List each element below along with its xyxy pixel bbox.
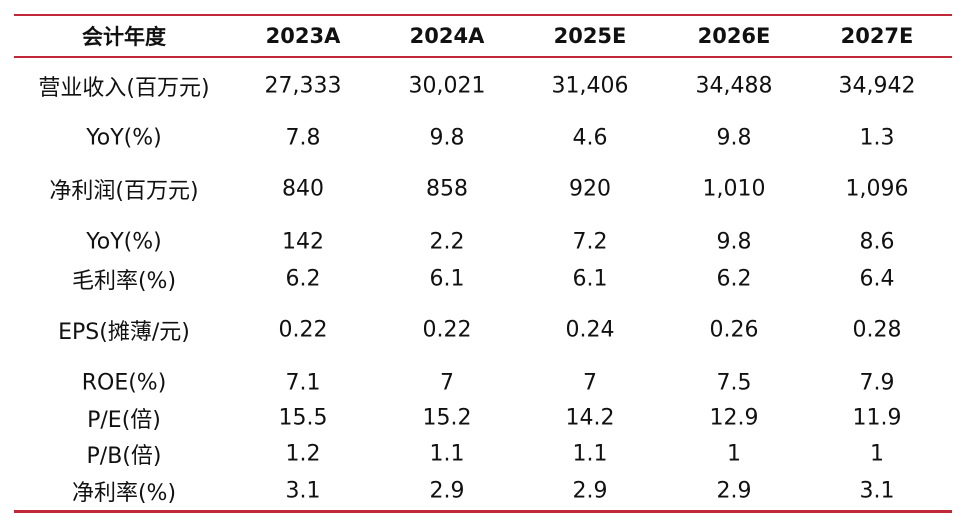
table-cell: 1.3	[859, 125, 895, 151]
table-cell: 0.22	[278, 317, 328, 343]
header-year-3: 2025E	[553, 24, 627, 48]
row-label: EPS(摊薄/元)	[58, 320, 190, 345]
table-cell: 1	[727, 441, 741, 467]
table-cell: 2.2	[429, 229, 465, 255]
table-cell: 9.8	[716, 125, 752, 151]
header-label-fiscal-year: 会计年度	[82, 25, 166, 49]
table-cell: 7.5	[716, 370, 752, 396]
table-cell: 920	[569, 176, 611, 202]
table-cell: 7.8	[285, 125, 321, 151]
table-cell: 1,010	[702, 176, 766, 202]
table-cell: 7	[583, 370, 597, 396]
table-cell: 0.26	[709, 317, 759, 343]
table-cell: 6.1	[429, 266, 465, 292]
table-cell: 15.5	[278, 405, 328, 431]
header-separator-rule	[14, 56, 952, 58]
table-cell: 840	[282, 176, 324, 202]
row-label: P/B(倍)	[86, 444, 162, 469]
table-cell: 3.1	[859, 478, 895, 504]
table-cell: 30,021	[408, 73, 486, 99]
row-label: ROE(%)	[81, 370, 167, 396]
header-year-4: 2026E	[697, 24, 771, 48]
row-label: 营业收入(百万元)	[38, 76, 210, 101]
table-bottom-rule	[14, 510, 952, 513]
table-cell: 15.2	[422, 405, 472, 431]
row-label: 净利润(百万元)	[49, 179, 199, 204]
table-cell: 7	[440, 370, 454, 396]
table-cell: 1.2	[285, 441, 321, 467]
table-cell: 2.9	[716, 478, 752, 504]
table-cell: 8.6	[859, 229, 895, 255]
header-year-2: 2024A	[409, 24, 485, 48]
row-label: YoY(%)	[86, 125, 162, 151]
row-label: YoY(%)	[86, 229, 162, 255]
table-cell: 34,488	[695, 73, 773, 99]
table-cell: 14.2	[565, 405, 615, 431]
table-cell: 6.1	[572, 266, 608, 292]
row-label: 净利率(%)	[71, 481, 177, 506]
header-year-1: 2023A	[265, 24, 341, 48]
table-cell: 9.8	[429, 125, 465, 151]
table-cell: 6.4	[859, 266, 895, 292]
table-cell: 4.6	[572, 125, 608, 151]
table-cell: 7.1	[285, 370, 321, 396]
table-cell: 9.8	[716, 229, 752, 255]
table-cell: 11.9	[852, 405, 902, 431]
table-cell: 12.9	[709, 405, 759, 431]
table-cell: 142	[282, 229, 324, 255]
table-cell: 0.22	[422, 317, 472, 343]
table-cell: 7.2	[572, 229, 608, 255]
table-cell: 858	[426, 176, 468, 202]
table-cell: 0.28	[852, 317, 902, 343]
table-cell: 3.1	[285, 478, 321, 504]
table-cell: 7.9	[859, 370, 895, 396]
table-cell: 1	[870, 441, 884, 467]
table-cell: 2.9	[572, 478, 608, 504]
table-cell: 1.1	[572, 441, 608, 467]
table-cell: 1,096	[845, 176, 909, 202]
table-cell: 31,406	[551, 73, 629, 99]
table-cell: 0.24	[565, 317, 615, 343]
row-label: P/E(倍)	[87, 408, 161, 433]
header-year-5: 2027E	[840, 24, 914, 48]
table-cell: 6.2	[716, 266, 752, 292]
table-cell: 2.9	[429, 478, 465, 504]
table-cell: 1.1	[429, 441, 465, 467]
table-top-rule	[14, 14, 952, 16]
table-cell: 27,333	[264, 73, 342, 99]
table-cell: 34,942	[838, 73, 916, 99]
table-cell: 6.2	[285, 266, 321, 292]
row-label: 毛利率(%)	[71, 269, 177, 294]
